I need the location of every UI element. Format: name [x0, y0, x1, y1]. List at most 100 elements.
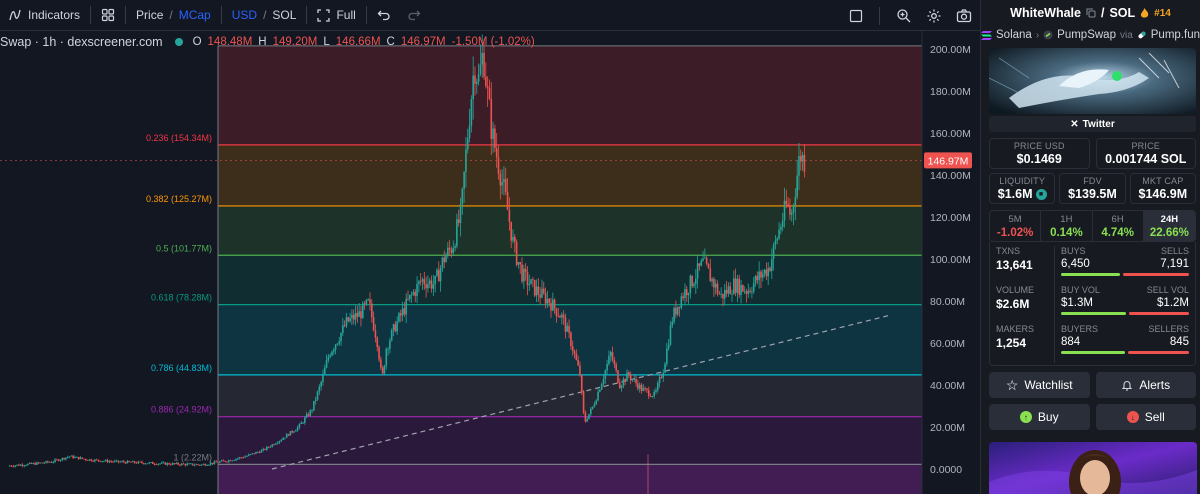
candle-body	[410, 294, 413, 296]
y-tick-label: 180.00M	[930, 86, 971, 98]
fib-label: 0.236 (154.34M)	[146, 133, 212, 143]
candle-body	[260, 450, 263, 453]
candle-body	[305, 414, 308, 418]
mcap-option[interactable]: MCap	[178, 8, 211, 22]
timeframe-tabs: 5M -1.02% 1H 0.14% 6H 4.74% 24H 22.66%	[989, 210, 1196, 242]
candle-body	[588, 414, 590, 420]
candle-body	[83, 458, 85, 460]
usd-option[interactable]: USD	[231, 8, 258, 22]
candle-body	[150, 462, 152, 463]
candle-body	[387, 348, 389, 350]
candle-body	[776, 238, 779, 241]
candle-body	[360, 311, 362, 319]
settings-gear-icon[interactable]	[926, 8, 942, 24]
candle-body	[539, 294, 541, 298]
launchpad-name[interactable]: Pump.fun	[1150, 29, 1200, 41]
price-mcap-toggle[interactable]: Price / MCap	[128, 0, 219, 31]
candle-body	[606, 364, 608, 371]
arrow-up-icon: ↑	[1019, 411, 1032, 423]
watchlist-button[interactable]: ☆ Watchlist	[989, 372, 1090, 398]
candle-body	[749, 290, 751, 292]
candle-body	[561, 314, 563, 318]
candle-body	[414, 291, 417, 296]
candle-body	[164, 462, 167, 465]
candle-body	[258, 452, 261, 453]
candle-body	[528, 284, 531, 286]
timeframe-tab-24h[interactable]: 24H 22.66%	[1143, 211, 1195, 241]
y-tick-label: 100.00M	[930, 254, 971, 266]
candle-body	[492, 128, 494, 139]
timeframe-tab-6h[interactable]: 6H 4.74%	[1093, 211, 1144, 241]
bell-icon	[1121, 379, 1133, 391]
candle-body	[282, 438, 284, 440]
price-option[interactable]: Price	[136, 8, 164, 22]
chain-name[interactable]: Solana	[996, 29, 1032, 41]
candle-body	[600, 384, 603, 390]
redo-button[interactable]	[399, 0, 429, 31]
candle-body	[392, 324, 395, 330]
sol-option[interactable]: SOL	[272, 8, 297, 22]
candle-body	[142, 462, 145, 464]
candle-body	[329, 355, 331, 357]
promo-banner-image[interactable]	[989, 442, 1197, 494]
candle-body	[466, 138, 469, 150]
buy-vol-value: $1.3M	[1061, 297, 1093, 309]
candle-body	[285, 434, 288, 438]
candle-body	[608, 356, 610, 365]
fib-zone	[218, 144, 922, 206]
currency-toggle[interactable]: USD / SOL	[224, 0, 305, 31]
candle-body	[25, 465, 27, 466]
candle-body	[609, 352, 612, 357]
indicators-button[interactable]: Indicators	[0, 0, 88, 31]
alerts-button[interactable]: Alerts	[1095, 372, 1196, 398]
candle-body	[119, 461, 122, 463]
candle-body	[763, 269, 766, 274]
maximize-icon[interactable]	[849, 9, 863, 23]
candle-body	[135, 462, 138, 464]
candle-body	[671, 321, 674, 326]
price-chart[interactable]: 0.236 (154.34M) 0.382 (125.27M) 0.5 (101.7…	[0, 31, 980, 494]
fullscreen-button[interactable]: Full	[309, 0, 363, 31]
layout-button[interactable]	[93, 0, 123, 31]
buy-vol-key: BUY VOL	[1061, 285, 1100, 295]
candle-body	[523, 268, 525, 282]
toolbar-divider	[306, 6, 308, 24]
chain-breadcrumb: Solana › PumpSwap via Pump.fun	[981, 26, 1200, 44]
candle-body	[685, 289, 688, 296]
twitter-link[interactable]: ✕ Twitter	[989, 116, 1196, 132]
candle-body	[161, 462, 163, 464]
candle-body	[499, 173, 502, 186]
timeframe-tab-5m[interactable]: 5M -1.02%	[990, 211, 1042, 241]
candle-body	[771, 258, 773, 271]
candle-body	[231, 460, 234, 462]
timeframe-tab-1h[interactable]: 1H 0.14%	[1041, 211, 1093, 241]
candle-body	[36, 462, 38, 465]
camera-icon[interactable]	[956, 8, 972, 24]
candle-body	[445, 255, 447, 263]
candle-body	[124, 462, 127, 464]
candle-body	[253, 453, 255, 455]
buy-button[interactable]: ↑ Buy	[989, 404, 1090, 430]
sell-button[interactable]: ↓ Sell	[1095, 404, 1196, 430]
copy-icon[interactable]	[1086, 8, 1096, 18]
lock-icon[interactable]: ■	[1035, 188, 1047, 200]
dex-name[interactable]: PumpSwap	[1057, 29, 1116, 41]
price-usd-card: PRICE USD $0.1469	[989, 138, 1090, 169]
last-price-tag	[924, 152, 972, 169]
undo-button[interactable]	[369, 0, 399, 31]
chart-canvas[interactable]: 0.236 (154.34M) 0.382 (125.27M) 0.5 (101.7…	[0, 31, 980, 494]
candle-body	[170, 464, 172, 466]
candle-body	[530, 279, 532, 285]
undo-icon	[377, 8, 391, 22]
candle-body	[394, 324, 397, 332]
market-cards: LIQUIDITY $1.6M ■ FDV $139.5M MKT CAP $14…	[989, 173, 1196, 204]
price-sol-value: 0.001744 SOL	[1105, 152, 1187, 166]
candle-body	[278, 441, 281, 443]
fib-zone	[218, 205, 922, 256]
timeframe-label: 6H	[1111, 214, 1124, 225]
zoom-search-icon[interactable]	[896, 8, 912, 24]
candle-body	[689, 275, 692, 294]
candle-body	[559, 316, 561, 318]
buys-key: BUYS	[1061, 246, 1086, 256]
candle-body	[104, 460, 107, 462]
